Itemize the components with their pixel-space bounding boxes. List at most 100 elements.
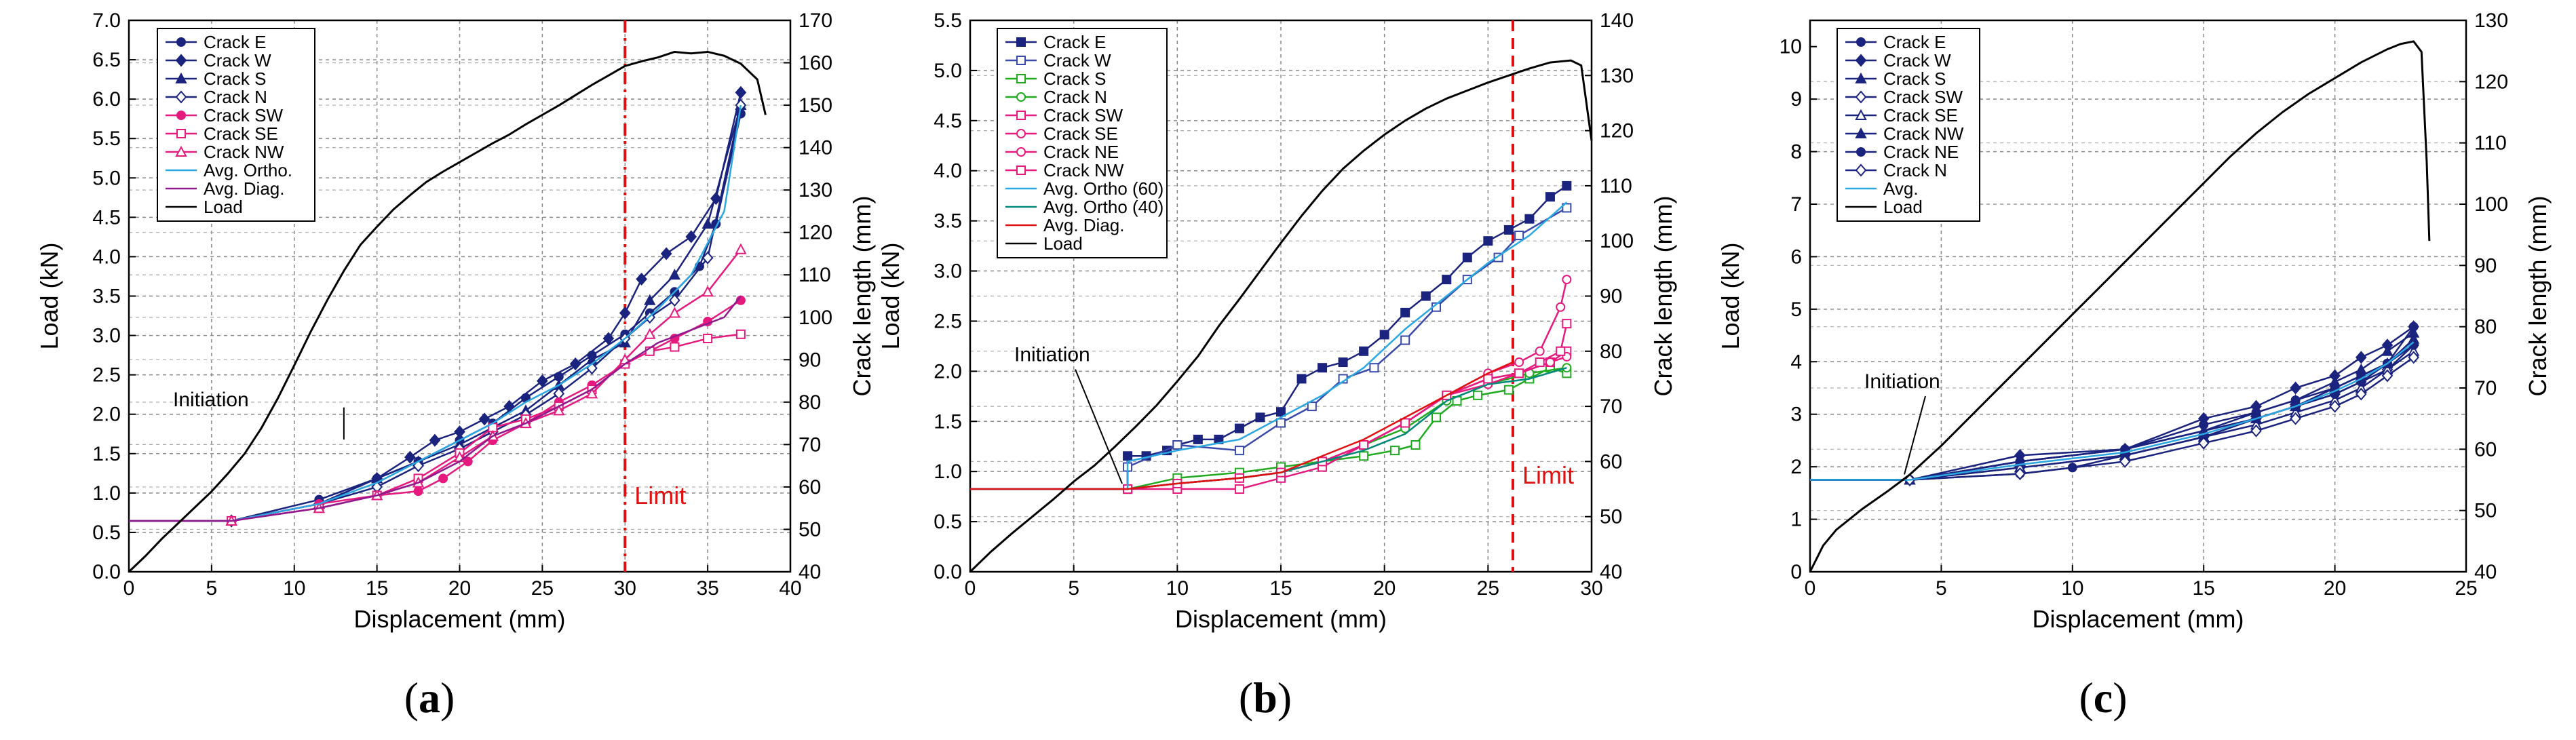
y-tick-label: 0.0 [934, 561, 962, 583]
legend-label: Crack N [1043, 87, 1107, 107]
legend-item: Crack N [1005, 87, 1107, 107]
y-tick-label: 1 [1790, 509, 1802, 531]
data-point [1514, 368, 1524, 378]
y2-tick-label: 70 [1600, 395, 1622, 418]
y2-tick-label: 170 [799, 9, 832, 32]
legend-item: Crack NE [1845, 142, 1959, 162]
data-point [1483, 374, 1493, 384]
legend-marker [1016, 147, 1026, 157]
legend-label: Crack NW [1043, 160, 1124, 180]
series-line [1809, 40, 2431, 572]
x-tick-label: 0 [1805, 577, 1816, 600]
y2-tick-label: 130 [1600, 64, 1634, 87]
y2-tick-label: 140 [1600, 9, 1634, 32]
series-line [970, 279, 1568, 490]
legend-item: Crack N [1845, 160, 1947, 180]
x-tick-label: 10 [283, 577, 305, 600]
data-point [2381, 369, 2394, 383]
y2-tick-label: 80 [2474, 316, 2497, 338]
data-point [1400, 418, 1410, 428]
legend-marker [1855, 163, 1867, 177]
data-point [1556, 302, 1566, 312]
x-tick-label: 20 [1373, 577, 1396, 600]
legend-marker [176, 37, 186, 47]
x-axis-label: Displacement (mm) [353, 605, 565, 633]
data-point [1462, 252, 1472, 262]
y-tick-label: 4 [1790, 351, 1802, 373]
data-point [1514, 357, 1524, 368]
y2-tick-label: 140 [799, 137, 832, 159]
legend-label: Crack E [1043, 32, 1106, 52]
y2-tick-label: 60 [2474, 438, 2497, 461]
legend-label: Crack W [204, 50, 271, 71]
series-line [129, 104, 742, 522]
y-tick-label: 0.5 [934, 511, 962, 533]
y2-tick-label: 100 [1600, 230, 1634, 252]
y2-tick-label: 50 [2474, 500, 2497, 522]
data-point [1545, 192, 1555, 202]
series-load [969, 59, 1593, 573]
legend-marker [1855, 72, 1867, 83]
legend-item: Crack SE [1005, 123, 1118, 144]
y2-tick-label: 80 [799, 391, 821, 414]
series-line [969, 59, 1593, 573]
legend-label: Crack N [204, 87, 267, 107]
y2-tick-label: 60 [799, 476, 821, 499]
y2-tick-label: 120 [799, 222, 832, 244]
series-line [970, 366, 1567, 490]
data-point [1338, 357, 1348, 368]
y-tick-label: 1.0 [934, 461, 962, 483]
y-tick-label: 5.5 [92, 128, 121, 150]
legend-marker [1856, 37, 1866, 47]
data-point [1514, 231, 1524, 241]
y-tick-label: 2.0 [92, 404, 121, 426]
legend-label: Crack S [1883, 69, 1946, 89]
legend-marker [1855, 90, 1867, 104]
series-avg-diag [970, 361, 1514, 490]
y-axis-label: Load (kN) [35, 242, 63, 349]
data-point [1234, 446, 1244, 456]
y-tick-label: 4.5 [934, 110, 962, 132]
legend-marker [176, 129, 186, 138]
legend-item: Crack N [166, 87, 267, 107]
data-point [1473, 390, 1483, 400]
legend-item: Load [166, 197, 243, 217]
y2-tick-label: 150 [799, 94, 832, 117]
data-point [703, 334, 713, 344]
data-point [701, 286, 714, 297]
y2-tick-label: 90 [799, 349, 821, 371]
legend-marker [175, 54, 187, 67]
initiation-label: Initiation [173, 389, 249, 411]
data-point [1400, 335, 1410, 345]
y-tick-label: 0.5 [92, 522, 121, 544]
y2-tick-label: 50 [799, 518, 821, 541]
x-tick-label: 25 [531, 577, 554, 600]
x-tick-label: 40 [779, 577, 801, 600]
y-tick-label: 1.0 [92, 482, 121, 505]
legend-item: Avg. Ortho (60) [1005, 178, 1164, 199]
x-tick-label: 25 [2455, 577, 2477, 600]
data-point [1562, 275, 1572, 285]
x-tick-label: 30 [614, 577, 636, 600]
data-point [1296, 374, 1307, 384]
legend-item: Crack E [166, 32, 266, 52]
data-point [1369, 363, 1379, 373]
series-load [1809, 40, 2431, 572]
y-tick-label: 6 [1790, 246, 1802, 268]
x-tick-label: 30 [1580, 577, 1602, 600]
legend-label: Avg. Ortho (40) [1043, 197, 1164, 217]
data-point [413, 486, 423, 496]
data-point [2408, 351, 2419, 364]
series-avg-ortho [129, 104, 742, 522]
y2-tick-label: 160 [799, 52, 832, 75]
legend-marker [1855, 109, 1867, 120]
legend-item: Avg. Ortho. [166, 160, 292, 180]
data-point [644, 294, 656, 305]
y-tick-label: 9 [1790, 88, 1802, 111]
y2-tick-label: 60 [1600, 450, 1622, 473]
legend-item: Crack S [1005, 69, 1106, 89]
legend-frame [997, 28, 1168, 258]
data-point [668, 307, 681, 318]
legend-label: Crack W [1883, 50, 1951, 71]
